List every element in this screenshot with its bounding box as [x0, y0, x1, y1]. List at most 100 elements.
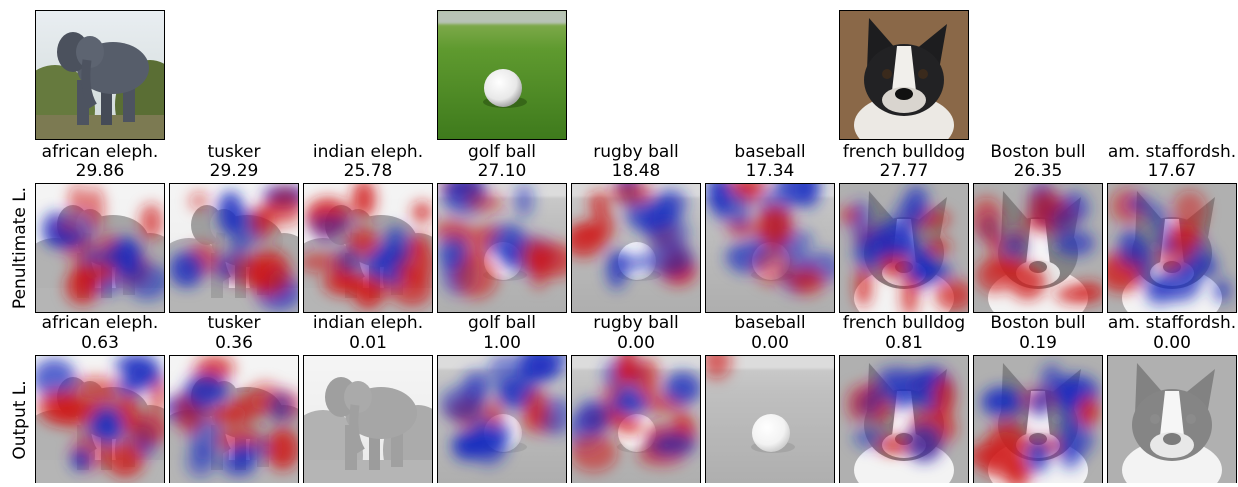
- heatmap-panel: [437, 355, 567, 485]
- relevance: [303, 183, 433, 310]
- class-label: golf ball: [468, 313, 536, 333]
- positive-relevance: [130, 410, 165, 446]
- heatmap-panel: [973, 355, 1103, 485]
- class-label: french bulldog: [843, 313, 965, 333]
- ear: [915, 24, 947, 70]
- scene: [437, 10, 567, 140]
- positive-relevance: [756, 205, 793, 247]
- positive-relevance: [634, 357, 659, 400]
- negative-relevance: [1031, 389, 1049, 418]
- positive-relevance: [1168, 224, 1201, 252]
- panel-border: [35, 183, 165, 313]
- positive-relevance: [322, 270, 365, 296]
- positive-relevance: [246, 254, 292, 297]
- wash: [1107, 355, 1237, 485]
- score-label: 0.01: [349, 333, 387, 353]
- heatmap-panel: [839, 183, 969, 313]
- input-image: [839, 10, 969, 140]
- negative-relevance: [890, 383, 916, 410]
- negative-relevance: [1145, 203, 1167, 226]
- class-label: tusker: [208, 142, 261, 162]
- score-label: 29.29: [210, 161, 259, 181]
- negative-relevance: [217, 191, 244, 235]
- negative-relevance: [125, 262, 165, 301]
- negative-relevance: [1213, 278, 1232, 303]
- horizon: [705, 355, 835, 369]
- score-label: 27.77: [880, 161, 929, 181]
- negative-relevance: [184, 374, 229, 408]
- score-label: 0.36: [215, 333, 253, 353]
- negative-relevance: [1127, 195, 1151, 213]
- scene: [303, 355, 433, 485]
- positive-relevance: [85, 186, 104, 231]
- panel-border: [437, 10, 567, 140]
- positive-relevance: [217, 425, 262, 453]
- positive-relevance: [486, 400, 503, 428]
- negative-relevance: [526, 355, 567, 373]
- negative-relevance: [440, 386, 485, 423]
- class-label: baseball: [734, 142, 805, 162]
- panel-border: [169, 183, 299, 313]
- class-label: Boston bull: [990, 142, 1085, 162]
- panel-border: [705, 183, 835, 313]
- positive-relevance: [1072, 281, 1103, 302]
- nose: [1163, 433, 1181, 445]
- positive-relevance: [189, 191, 209, 211]
- score-label: 26.35: [1014, 161, 1063, 181]
- negative-relevance: [514, 183, 534, 218]
- input-image: [35, 10, 165, 140]
- panel-border: [35, 10, 165, 140]
- relevance: [42, 183, 165, 305]
- negative-relevance: [853, 426, 884, 449]
- score-label: 0.81: [885, 333, 923, 353]
- nose: [895, 88, 913, 100]
- negative-relevance: [876, 367, 918, 386]
- input-image: [437, 10, 567, 140]
- positive-relevance: [530, 251, 548, 289]
- class-label: african eleph.: [42, 313, 159, 333]
- positive-relevance: [927, 237, 951, 256]
- wash: [705, 355, 835, 485]
- scene: [839, 10, 969, 140]
- positive-relevance: [207, 405, 249, 425]
- positive-relevance: [609, 183, 653, 205]
- ball: [484, 69, 522, 107]
- trunk: [349, 404, 365, 454]
- positive-relevance: [453, 255, 498, 299]
- positive-relevance: [72, 376, 120, 396]
- class-label: golf ball: [468, 142, 536, 162]
- score-label: 0.63: [81, 333, 119, 353]
- relevance: [571, 183, 697, 290]
- heatmap-panel: [1107, 355, 1237, 485]
- eye: [882, 69, 892, 79]
- wash: [303, 355, 433, 485]
- positive-relevance: [935, 279, 969, 312]
- score-label: 17.67: [1148, 161, 1197, 181]
- positive-relevance: [839, 206, 859, 225]
- negative-relevance: [651, 431, 697, 457]
- relevance: [706, 183, 835, 295]
- positive-relevance: [411, 201, 433, 224]
- negative-relevance: [89, 406, 123, 442]
- negative-relevance: [1176, 259, 1219, 278]
- ball: [752, 414, 790, 452]
- score-label: 17.34: [746, 161, 795, 181]
- positive-relevance: [981, 432, 1029, 459]
- class-label: am. staffordsh.: [1108, 313, 1236, 333]
- panel-border: [839, 183, 969, 313]
- panel-border: [437, 183, 567, 313]
- heatmap-panel: [35, 183, 165, 313]
- positive-relevance: [975, 257, 1014, 293]
- negative-relevance: [1058, 438, 1082, 470]
- eye: [1016, 414, 1026, 424]
- positive-relevance: [51, 394, 99, 428]
- trunk: [81, 59, 97, 109]
- positive-relevance: [973, 196, 1003, 240]
- relevance: [973, 183, 1103, 304]
- negative-relevance: [1146, 279, 1163, 298]
- negative-relevance: [714, 183, 732, 223]
- blaze: [1159, 391, 1185, 445]
- relevance: [169, 355, 299, 478]
